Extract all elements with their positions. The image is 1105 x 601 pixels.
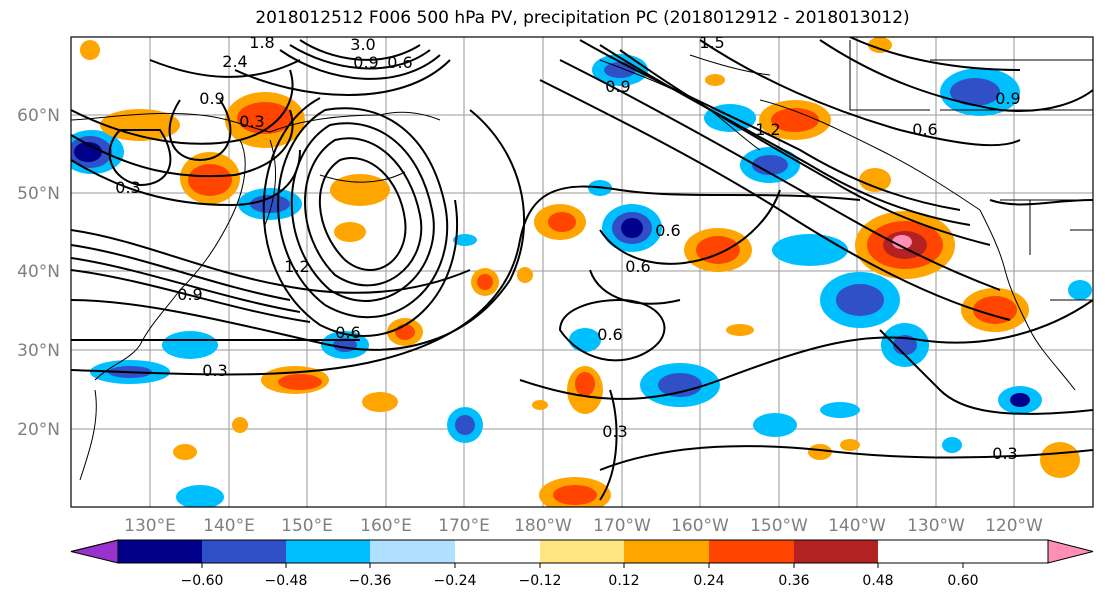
colorbar-tick-label: 0.48 [862, 573, 893, 589]
contour-label: 0.3 [115, 178, 140, 197]
latitude-labels: 60°N 50°N 40°N 30°N 20°N [17, 106, 60, 440]
contour-label: 0.9 [605, 77, 630, 96]
contour-label: 0.6 [912, 120, 937, 139]
lon-label: 170°E [438, 516, 490, 536]
contour-label: 0.6 [597, 325, 622, 344]
colorbar-edge [70, 539, 119, 552]
contour-label: 0.6 [335, 323, 360, 342]
colorbar-segment [540, 540, 624, 563]
colorbar-segment [455, 540, 540, 563]
lat-label: 40°N [17, 262, 60, 282]
lon-label: 140°W [828, 516, 886, 536]
colorbar-segment [202, 540, 286, 563]
precipitation-shading [71, 37, 1092, 507]
colorbar-tick-label: −0.24 [434, 573, 477, 589]
lon-label: 160°W [671, 516, 729, 536]
lon-label: 180°W [514, 516, 572, 536]
lon-label: 130°E [124, 516, 176, 536]
map-title: 2018012512 F006 500 hPa PV, precipitatio… [255, 8, 910, 28]
contour-label: 0.9 [995, 89, 1020, 108]
colorbar-tick-label: −0.48 [265, 573, 308, 589]
contour-label: 0.9 [177, 285, 202, 304]
colorbar-tick-label: 0.12 [608, 573, 639, 589]
colorbar-tick-label: 0.60 [947, 573, 978, 589]
contour-label: 0.6 [655, 221, 680, 240]
lat-label: 50°N [17, 184, 60, 204]
contour-label: 0.6 [387, 53, 412, 72]
contour-label: 0.9 [199, 89, 224, 108]
lon-label: 150°E [281, 516, 333, 536]
contour-label: 1.8 [249, 33, 274, 52]
contour-label: 0.9 [353, 53, 378, 72]
coastlines [71, 40, 1093, 481]
colorbar-tick-label: −0.12 [519, 573, 562, 589]
lon-label: 120°W [985, 516, 1043, 536]
contour-label: 2.4 [222, 52, 247, 71]
colorbar-tick-label: 0.36 [778, 573, 809, 589]
contour-label: 0.6 [625, 257, 650, 276]
contour-labels: 3.0 2.41.8 0.9 0.6 0.9 0.3 0.3 0.9 1.2 0.6 0.3 0.6 0… [115, 33, 1020, 463]
lat-label: 20°N [17, 420, 60, 440]
colorbar-tick-label: −0.36 [349, 573, 392, 589]
contour-label: 1.2 [284, 257, 309, 276]
contour-label: 1.5 [699, 33, 724, 52]
lon-label: 170°W [593, 516, 651, 536]
colorbar: −0.60 −0.48 −0.36 −0.24 −0.12 0.12 0.24 0.36 0.4… [70, 539, 1094, 589]
contour-label: 0.3 [239, 112, 264, 131]
lon-label: 140°E [203, 516, 255, 536]
lon-label: 130°W [907, 516, 965, 536]
lon-label: 160°E [360, 516, 412, 536]
colorbar-frame [117, 539, 1049, 564]
colorbar-segment [709, 540, 794, 563]
colorbar-extend-min [70, 539, 119, 564]
colorbar-segment [370, 540, 455, 563]
contour-label: 1.2 [755, 120, 780, 139]
contour-label: 0.3 [202, 361, 227, 380]
colorbar-segment [794, 540, 878, 563]
colorbar-segment [118, 540, 202, 563]
map-frame [70, 36, 1094, 508]
colorbar-segment [286, 540, 370, 563]
colorbar-segment [624, 540, 709, 563]
longitude-labels: 130°E 140°E 150°E 160°E 170°E 180°W 170°W 160°W… [124, 516, 1043, 536]
colorbar-tick-label: 0.24 [693, 573, 724, 589]
contour-label: 0.3 [602, 422, 627, 441]
map-gridlines [71, 37, 1093, 507]
colorbar-tick-label: −0.60 [181, 573, 224, 589]
contour-label: 0.3 [992, 444, 1017, 463]
lon-label: 150°W [750, 516, 808, 536]
lat-label: 60°N [17, 106, 60, 126]
lat-label: 30°N [17, 341, 60, 361]
contour-label: 3.0 [350, 35, 375, 54]
colorbar-extend-max [1047, 539, 1094, 564]
pv-contours [71, 37, 1093, 501]
